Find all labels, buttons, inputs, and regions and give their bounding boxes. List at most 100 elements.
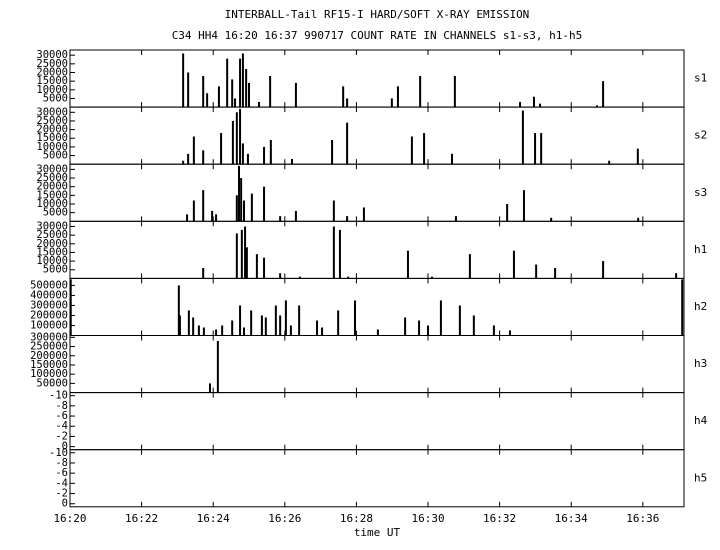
spike (509, 330, 512, 336)
spike (178, 315, 181, 336)
y-tick-label: 5000 (43, 150, 68, 162)
spike (540, 133, 543, 165)
y-tick-label: 5000 (43, 207, 68, 219)
spike (239, 108, 242, 165)
panel-label: s1 (694, 72, 707, 85)
y-tick-label: -10 (49, 447, 68, 459)
spike (284, 300, 287, 336)
spike (202, 75, 205, 108)
y-tick-label: 30000 (36, 163, 68, 175)
chart-subtitle: C34 HH4 16:20 16:37 990717 COUNT RATE IN… (172, 29, 583, 42)
spike (182, 53, 185, 108)
spike (675, 273, 678, 279)
y-tick-label: 250000 (30, 341, 68, 353)
spike (396, 86, 399, 108)
spike (454, 216, 457, 222)
spike (187, 72, 190, 108)
panel-frame (69, 106, 685, 165)
spike (235, 112, 238, 165)
spike (242, 200, 245, 222)
spike (608, 160, 611, 165)
spike (427, 325, 430, 336)
y-tick-label: 300000 (30, 331, 68, 343)
spike (362, 207, 365, 222)
y-tick-label: 10000 (36, 141, 68, 153)
spike (202, 150, 205, 165)
y-tick-label: 500000 (30, 279, 68, 291)
spike (681, 279, 684, 336)
y-tick-label: 25000 (36, 58, 68, 70)
spike (240, 178, 243, 222)
spike (554, 268, 557, 279)
spike (241, 53, 244, 108)
y-tick-label: -6 (55, 467, 68, 479)
spike (202, 327, 205, 336)
panel-label: h4 (694, 414, 708, 427)
spike (279, 315, 282, 336)
y-tick-label: 30000 (36, 106, 68, 118)
spike (290, 159, 293, 165)
spike (316, 320, 319, 336)
spike (346, 216, 349, 222)
spike (430, 276, 433, 279)
spike (321, 327, 324, 336)
x-axis-label: time UT (354, 526, 401, 539)
spike (535, 264, 538, 279)
spike (226, 58, 229, 108)
spike (260, 315, 263, 336)
spike (245, 247, 248, 279)
y-tick-label: -2 (55, 430, 68, 442)
spike (186, 214, 189, 222)
panel-frame (69, 392, 685, 451)
spike (248, 82, 251, 108)
spike (332, 200, 335, 222)
spike (269, 139, 272, 165)
spike (217, 86, 220, 108)
y-tick-label: 15000 (36, 75, 68, 87)
spike (206, 93, 209, 108)
y-tick-label: 50000 (36, 377, 68, 389)
spike (237, 165, 240, 222)
spike (289, 325, 292, 336)
spike (522, 190, 525, 222)
spike (263, 146, 266, 165)
spike (263, 257, 266, 279)
spike (192, 200, 195, 222)
spike (338, 229, 341, 279)
spike (453, 75, 456, 108)
spike (406, 250, 409, 279)
panel-label: h5 (694, 471, 707, 484)
y-tick-label: 15000 (36, 189, 68, 201)
y-tick-label: 150000 (30, 359, 68, 371)
spike (519, 101, 522, 108)
spike (231, 320, 234, 336)
spike (602, 81, 605, 108)
y-tick-label: -8 (55, 400, 68, 412)
spike (208, 383, 211, 393)
spike (241, 143, 244, 165)
spike (182, 160, 185, 165)
y-tick-label: 300000 (30, 299, 68, 311)
y-tick-label: 30000 (36, 49, 68, 61)
y-tick-label: -6 (55, 410, 68, 422)
panel-frame (69, 277, 685, 336)
y-tick-label: 0 (62, 498, 68, 510)
panel-label: h2 (694, 300, 707, 313)
spike (279, 216, 282, 222)
panel-frame (69, 335, 685, 394)
spike (279, 273, 282, 279)
y-tick-label: 5000 (43, 264, 68, 276)
spike (532, 96, 535, 108)
spike (458, 305, 461, 336)
spike (69, 279, 72, 336)
spike (534, 133, 537, 165)
spike (298, 276, 301, 279)
spike (235, 195, 238, 222)
spike (240, 229, 243, 279)
spike (269, 75, 272, 108)
y-tick-label: 400000 (30, 289, 68, 301)
x-tick-label: 16:26 (268, 512, 301, 525)
y-tick-label: -10 (49, 390, 68, 402)
panel-frame (69, 163, 685, 222)
